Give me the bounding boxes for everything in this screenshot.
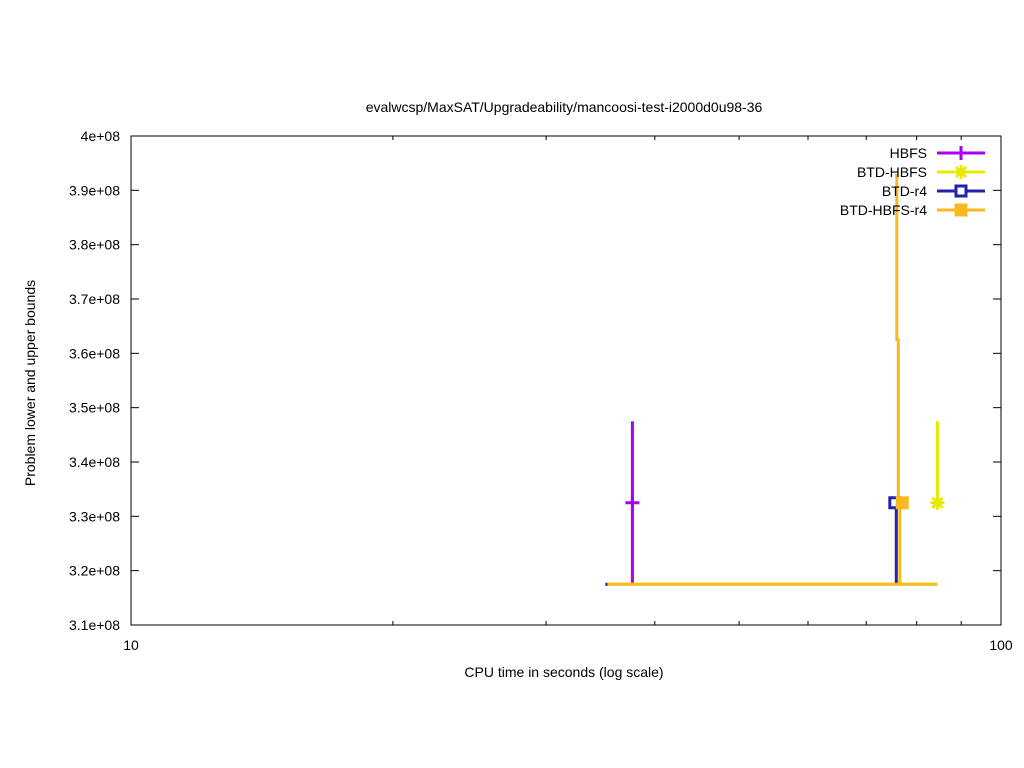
data-point <box>954 184 968 198</box>
star-marker-d2 <box>954 165 968 179</box>
legend: HBFS BTD-HBFS BTD-r4 BTD-HBFS-r4 <box>840 145 985 218</box>
plot-area-frame <box>130 135 1002 626</box>
x-axis-label: CPU time in seconds (log scale) <box>464 664 663 680</box>
y-axis: 3.1e+08 3.2e+08 3.3e+08 3.4e+08 3.5e+08 3.6e+… <box>69 128 1001 633</box>
legend-label: BTD-HBFS-r4 <box>840 202 927 218</box>
data-point <box>954 146 968 160</box>
series-hbfs <box>625 421 640 585</box>
y-tick-label: 3.1e+08 <box>69 617 120 633</box>
y-axis-label: Problem lower and upper bounds <box>22 280 38 486</box>
chart-title: evalwcsp/MaxSAT/Upgradeability/mancoosi-… <box>366 99 763 115</box>
star-marker-d2 <box>931 496 944 509</box>
legend-item: BTD-r4 <box>882 183 985 199</box>
legend-item: HBFS <box>890 145 985 161</box>
y-tick-label: 4e+08 <box>81 128 121 144</box>
y-tick-label: 3.7e+08 <box>69 291 120 307</box>
legend-item: BTD-HBFS-r4 <box>840 202 985 218</box>
plot-series <box>605 174 945 586</box>
data-point <box>954 203 968 217</box>
legend-label: BTD-r4 <box>882 183 927 199</box>
x-tick-label: 100 <box>989 637 1013 653</box>
y-tick-label: 3.3e+08 <box>69 508 120 524</box>
filled-square-marker <box>895 496 909 510</box>
filled-square-marker <box>954 203 968 217</box>
x-axis: 10 100 <box>123 136 1013 653</box>
y-tick-label: 3.5e+08 <box>69 400 120 416</box>
open-square-marker <box>954 184 968 198</box>
data-point <box>625 495 640 510</box>
series-btd-r4 <box>605 496 902 586</box>
series-btd-hbfs-r4 <box>607 174 938 586</box>
y-tick-label: 3.6e+08 <box>69 345 120 361</box>
x-tick-label: 10 <box>123 637 139 653</box>
data-point <box>895 496 909 510</box>
legend-label: BTD-HBFS <box>857 164 927 180</box>
y-tick-label: 3.8e+08 <box>69 237 120 253</box>
legend-label: HBFS <box>890 145 927 161</box>
y-tick-label: 3.4e+08 <box>69 454 120 470</box>
data-point <box>954 165 968 179</box>
series-line <box>895 174 900 503</box>
data-point <box>930 495 945 510</box>
y-tick-label: 3.9e+08 <box>69 182 120 198</box>
y-tick-label: 3.2e+08 <box>69 563 120 579</box>
legend-item: BTD-HBFS <box>857 164 985 180</box>
